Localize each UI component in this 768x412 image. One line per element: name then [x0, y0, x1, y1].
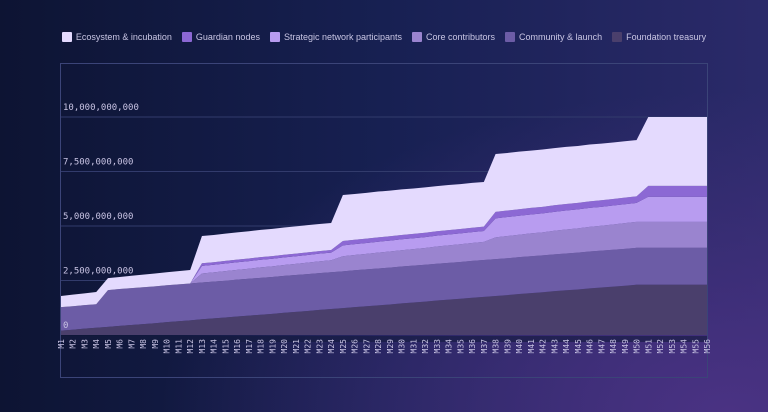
x-tick-label: M53 — [668, 339, 677, 354]
x-tick-label: M49 — [621, 339, 630, 354]
x-tick-label: M7 — [127, 339, 136, 349]
x-tick-label: M9 — [151, 339, 160, 349]
x-tick-label: M46 — [586, 339, 595, 354]
legend-label: Strategic network participants — [283, 32, 403, 42]
x-tick-label: M26 — [351, 339, 360, 354]
x-tick-label: M17 — [245, 339, 254, 354]
x-tick-label: M41 — [527, 339, 536, 354]
x-tick-label: M33 — [433, 339, 442, 354]
x-tick-label: M29 — [386, 339, 395, 354]
x-tick-label: M43 — [550, 339, 559, 354]
area-community-launch — [61, 247, 707, 331]
legend-swatch — [505, 32, 516, 42]
x-tick-label: M18 — [257, 339, 266, 354]
x-tick-label: M11 — [174, 339, 183, 354]
x-tick-label: M8 — [139, 339, 148, 349]
x-tick-label: M54 — [680, 339, 689, 354]
legend-label: Core contributors — [426, 32, 496, 42]
legend-item-treasury[interactable]: Foundation treasury — [612, 32, 706, 42]
area-strategic-network-participants — [61, 196, 707, 308]
plot-frame — [60, 63, 708, 378]
legend-swatch — [412, 32, 423, 42]
x-tick-label: M55 — [691, 339, 700, 354]
y-tick-label: 5,000,000,000 — [63, 212, 133, 222]
y-tick-label: 7,500,000,000 — [63, 158, 133, 168]
y-tick-label: 2,500,000,000 — [63, 267, 133, 277]
y-tick-label: 0 — [63, 321, 68, 331]
x-tick-label: M10 — [163, 339, 172, 354]
legend-label: Foundation treasury — [626, 32, 707, 42]
x-tick-label: M16 — [233, 339, 242, 354]
x-tick-label: M48 — [609, 339, 618, 354]
x-tick-label: M50 — [633, 339, 642, 354]
x-tick-label: M45 — [574, 339, 583, 354]
x-tick-label: M14 — [210, 339, 219, 354]
x-tick-label: M32 — [421, 339, 430, 354]
x-tick-label: M56 — [703, 339, 712, 354]
area-guardian-nodes — [61, 185, 707, 308]
x-tick-label: M25 — [339, 339, 348, 354]
x-tick-label: M31 — [409, 339, 418, 354]
legend-item-strategic[interactable]: Strategic network participants — [269, 32, 403, 42]
x-tick-label: M39 — [503, 339, 512, 354]
area-foundation-treasury — [61, 284, 707, 335]
area-core-contributors — [61, 221, 707, 308]
legend-item-guardian[interactable]: Guardian nodes — [181, 32, 260, 42]
legend-label: Ecosystem & incubation — [75, 32, 172, 42]
x-tick-label: M23 — [315, 339, 324, 354]
x-tick-label: M52 — [656, 339, 665, 354]
x-tick-label: M36 — [468, 339, 477, 354]
legend-swatch — [269, 32, 280, 42]
x-tick-label: M30 — [398, 339, 407, 354]
x-tick-label: M47 — [597, 339, 606, 354]
x-tick-label: M34 — [445, 339, 454, 354]
x-tick-label: M44 — [562, 339, 571, 354]
x-tick-label: M5 — [104, 339, 113, 349]
x-tick-label: M15 — [221, 339, 230, 354]
x-tick-label: M3 — [80, 339, 89, 349]
legend-swatch — [181, 32, 192, 42]
x-tick-label: M20 — [280, 339, 289, 354]
x-tick-label: M21 — [292, 339, 301, 354]
x-tick-label: M28 — [374, 339, 383, 354]
legend-swatch — [612, 32, 623, 42]
legend-swatch — [61, 32, 72, 42]
x-tick-label: M37 — [480, 339, 489, 354]
x-tick-label: M42 — [539, 339, 548, 354]
y-tick-label: 10,000,000,000 — [63, 103, 139, 113]
x-tick-label: M12 — [186, 339, 195, 354]
x-tick-label: M22 — [304, 339, 313, 354]
x-tick-label: M13 — [198, 339, 207, 354]
x-tick-label: M19 — [268, 339, 277, 354]
x-tick-label: M35 — [456, 339, 465, 354]
x-axis-band — [61, 336, 707, 342]
x-tick-label: M40 — [515, 339, 524, 354]
x-tick-label: M1 — [57, 339, 66, 349]
area-ecosystem-incubation — [61, 117, 707, 308]
chart-legend: Ecosystem & incubation Guardian nodes St… — [0, 32, 768, 42]
x-tick-label: M51 — [644, 339, 653, 354]
legend-item-community[interactable]: Community & launch — [505, 32, 602, 42]
x-tick-label: M24 — [327, 339, 336, 354]
legend-item-ecosystem[interactable]: Ecosystem & incubation — [61, 32, 172, 42]
legend-label: Community & launch — [519, 32, 603, 42]
x-tick-label: M38 — [492, 339, 501, 354]
legend-label: Guardian nodes — [195, 32, 260, 42]
x-tick-label: M4 — [92, 339, 101, 349]
x-tick-label: M2 — [69, 339, 78, 349]
legend-item-core[interactable]: Core contributors — [412, 32, 495, 42]
x-tick-label: M6 — [116, 339, 125, 349]
x-tick-label: M27 — [362, 339, 371, 354]
